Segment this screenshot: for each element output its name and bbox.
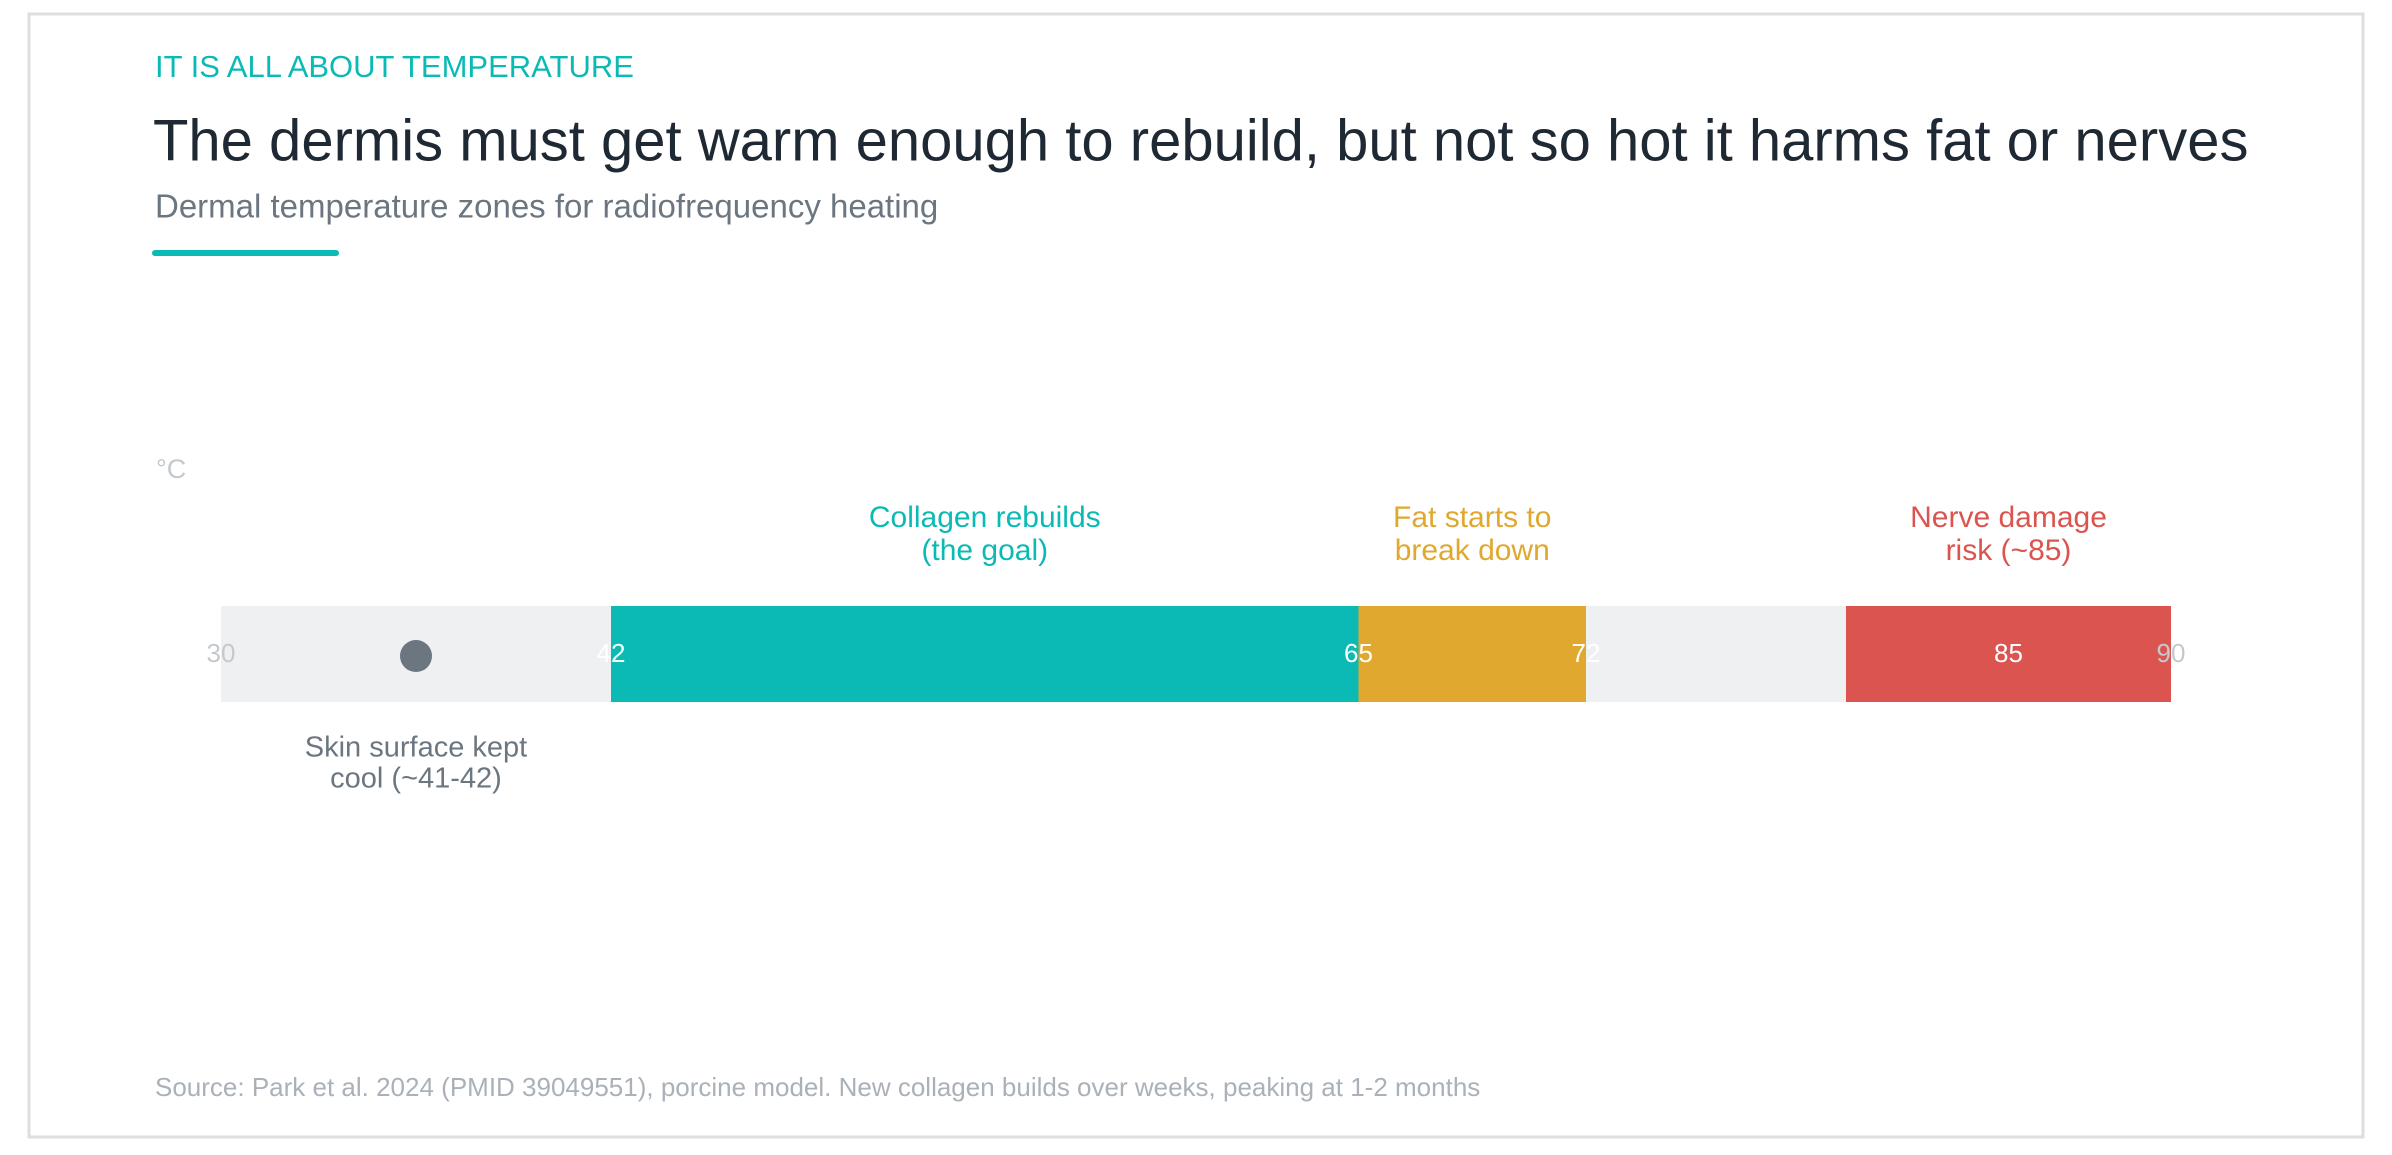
axis-unit: °C [156,454,186,484]
zone-label: Nerve damage [1910,501,2107,534]
zone-label: (the goal) [921,534,1048,567]
zone-bar [611,606,1359,702]
x-tick-label: 90 [2157,638,2186,668]
x-tick-label: 72 [1572,638,1601,668]
zone-bar [1358,606,1586,702]
x-tick-label: 65 [1344,638,1373,668]
kicker: IT IS ALL ABOUT TEMPERATURE [155,49,634,84]
chart-subtitle: Dermal temperature zones for radiofreque… [155,188,938,225]
frame [27,12,2365,1139]
accent-underline [152,250,339,256]
x-tick-label: 30 [207,638,236,668]
point-label: Skin surface kept [305,732,527,764]
chart-title: The dermis must get warm enough to rebui… [153,108,2248,173]
x-tick-label: 42 [597,638,626,668]
x-tick-label: 85 [1994,638,2023,668]
zone-bar [1846,606,2171,702]
zone-label: Collagen rebuilds [869,501,1101,534]
zone-label: risk (~85) [1946,534,2072,567]
point-marker [400,640,432,672]
zone-label: Fat starts to [1393,501,1551,534]
source-note: Source: Park et al. 2024 (PMID 39049551)… [155,1072,1480,1102]
zone-label: break down [1395,534,1550,567]
point-label: cool (~41-42) [330,763,502,795]
